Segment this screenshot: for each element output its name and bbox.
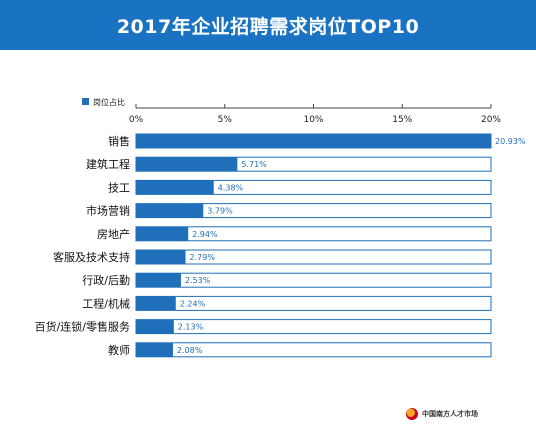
data-label: 2.79% xyxy=(190,253,216,262)
bar xyxy=(136,342,173,357)
x-tick-label: 10% xyxy=(303,115,323,125)
logo: 中国南方人才市场 xyxy=(406,408,478,420)
bar xyxy=(136,203,204,218)
bar xyxy=(136,157,238,172)
data-label: 2.53% xyxy=(185,276,211,285)
bar xyxy=(136,250,186,264)
bar xyxy=(136,296,176,311)
legend-label: 岗位占比 xyxy=(93,97,125,107)
bar xyxy=(136,319,174,334)
data-label: 2.94% xyxy=(192,230,218,239)
data-label: 2.24% xyxy=(180,299,206,308)
data-label: 2.08% xyxy=(177,346,203,355)
x-tick-label: 15% xyxy=(392,115,412,125)
category-label: 销售 xyxy=(108,134,130,148)
x-tick-label: 5% xyxy=(218,115,233,125)
data-label: 20.93% xyxy=(495,137,526,146)
data-label: 4.38% xyxy=(218,183,244,192)
category-label: 教师 xyxy=(108,344,130,357)
bar-track xyxy=(135,226,492,242)
category-label: 房地产 xyxy=(97,227,130,241)
data-label: 5.71% xyxy=(241,160,267,169)
data-label: 3.79% xyxy=(207,207,233,216)
title-bar: 2017年企业招聘需求岗位TOP10 xyxy=(0,0,536,50)
bar-chart: 岗位占比 0% 5% 10% 15% 20% 销售 20.93% 建筑工程 5.71% 技工 4.38… xyxy=(35,97,526,358)
category-label: 百货/连锁/零售服务 xyxy=(35,320,130,334)
legend-swatch xyxy=(82,98,89,105)
logo-icon xyxy=(406,408,418,420)
category-label: 市场营销 xyxy=(86,204,130,218)
page-title: 2017年企业招聘需求岗位TOP10 xyxy=(116,15,420,38)
category-label: 行政/后勤 xyxy=(82,273,130,287)
category-label: 客服及技术支持 xyxy=(53,250,130,264)
category-label: 建筑工程 xyxy=(86,157,130,171)
bar xyxy=(136,134,491,148)
bar xyxy=(136,180,214,195)
category-label: 工程/机械 xyxy=(82,296,130,310)
data-label: 2.13% xyxy=(178,323,204,332)
bar xyxy=(136,273,181,288)
bar xyxy=(136,226,189,241)
x-tick-label: 0% xyxy=(129,115,144,125)
category-label: 技工 xyxy=(108,181,130,194)
logo-text: 中国南方人才市场 xyxy=(422,410,478,418)
x-tick-label: 20% xyxy=(481,115,501,125)
